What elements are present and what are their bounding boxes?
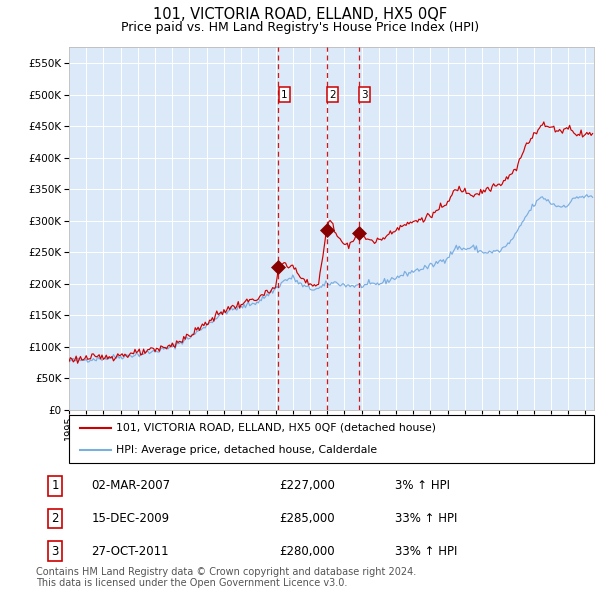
Text: 27-OCT-2011: 27-OCT-2011: [91, 545, 169, 558]
Text: 1: 1: [281, 90, 287, 100]
Text: 3: 3: [361, 90, 368, 100]
Text: 101, VICTORIA ROAD, ELLAND, HX5 0QF: 101, VICTORIA ROAD, ELLAND, HX5 0QF: [153, 7, 447, 22]
Text: 101, VICTORIA ROAD, ELLAND, HX5 0QF (detached house): 101, VICTORIA ROAD, ELLAND, HX5 0QF (det…: [116, 423, 436, 433]
Text: 2: 2: [329, 90, 336, 100]
Text: 1: 1: [52, 479, 59, 492]
Text: Contains HM Land Registry data © Crown copyright and database right 2024.
This d: Contains HM Land Registry data © Crown c…: [36, 566, 416, 588]
Text: 2: 2: [52, 512, 59, 525]
Text: £285,000: £285,000: [279, 512, 335, 525]
Text: Price paid vs. HM Land Registry's House Price Index (HPI): Price paid vs. HM Land Registry's House …: [121, 21, 479, 34]
Text: 3: 3: [52, 545, 59, 558]
Text: £227,000: £227,000: [279, 479, 335, 492]
Text: 3% ↑ HPI: 3% ↑ HPI: [395, 479, 450, 492]
Text: HPI: Average price, detached house, Calderdale: HPI: Average price, detached house, Cald…: [116, 445, 377, 455]
Text: 33% ↑ HPI: 33% ↑ HPI: [395, 545, 457, 558]
Text: 15-DEC-2009: 15-DEC-2009: [91, 512, 169, 525]
Text: £280,000: £280,000: [279, 545, 335, 558]
Text: 33% ↑ HPI: 33% ↑ HPI: [395, 512, 457, 525]
Text: 02-MAR-2007: 02-MAR-2007: [91, 479, 170, 492]
